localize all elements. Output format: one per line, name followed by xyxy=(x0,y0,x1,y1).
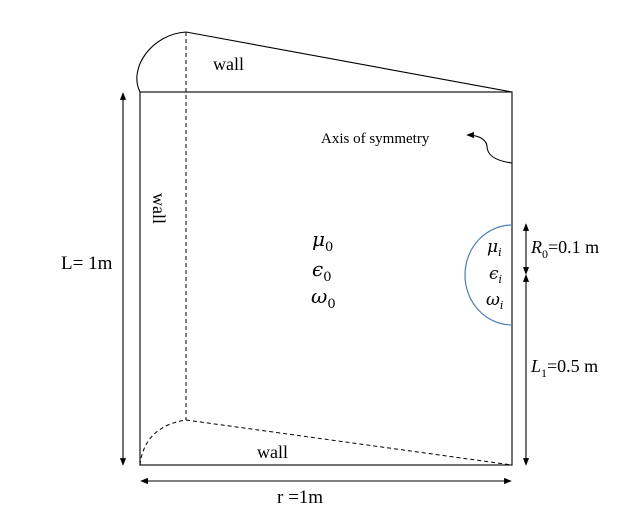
hidden-bottom-edge xyxy=(185,419,513,466)
wall-left-label: wall xyxy=(149,193,169,224)
R0-label: R0=0.1 m xyxy=(530,237,599,261)
R0-value: =0.1 m xyxy=(548,237,599,257)
top-face-outline xyxy=(136,31,513,93)
droplet-outline xyxy=(464,224,513,326)
outer-epsilon-symbol: ϵ xyxy=(312,257,323,281)
outer-mu-symbol: μ xyxy=(312,227,325,251)
inner-mu-subscript: i xyxy=(498,246,502,259)
outer-omega-subscript: 0 xyxy=(327,297,335,312)
svg-text:ϵi: ϵi xyxy=(489,264,502,286)
length-L-label: L= 1m xyxy=(61,253,113,274)
R0-subscript: 0 xyxy=(542,247,548,261)
outer-fluid-properties: μ0 ϵ0 ω0 xyxy=(311,227,336,312)
L1-symbol: L xyxy=(530,356,541,376)
svg-text:ωi: ωi xyxy=(486,290,503,312)
hidden-bottom-arc xyxy=(139,419,187,466)
wall-top-label: wall xyxy=(213,54,244,74)
R0-symbol: R xyxy=(530,237,542,257)
inner-epsilon-symbol: ϵ xyxy=(489,264,499,284)
radius-r-label: r =1m xyxy=(277,487,323,508)
svg-text:μ0: μ0 xyxy=(312,227,333,255)
inner-epsilon-subscript: i xyxy=(499,273,503,286)
inner-omega-subscript: i xyxy=(500,299,504,312)
outer-mu-subscript: 0 xyxy=(325,240,333,255)
outer-omega-symbol: ω xyxy=(311,284,327,308)
wall-bottom-label: wall xyxy=(257,442,288,462)
L1-label: L1=0.5 m xyxy=(530,356,598,380)
axis-of-symmetry-label: Axis of symmetry xyxy=(321,131,430,147)
inner-omega-symbol: ω xyxy=(486,290,500,310)
L1-value: =0.5 m xyxy=(547,356,598,376)
svg-text:μi: μi xyxy=(487,237,502,259)
axis-pointer-arrow xyxy=(466,131,513,164)
svg-text:ϵ0: ϵ0 xyxy=(312,257,331,285)
outer-epsilon-subscript: 0 xyxy=(323,270,331,285)
inner-droplet-properties: μi ϵi ωi xyxy=(486,237,503,312)
svg-text:ω0: ω0 xyxy=(311,284,336,312)
L1-subscript: 1 xyxy=(541,366,547,380)
domain-rectangle xyxy=(139,91,513,466)
inner-mu-symbol: μ xyxy=(487,237,498,257)
